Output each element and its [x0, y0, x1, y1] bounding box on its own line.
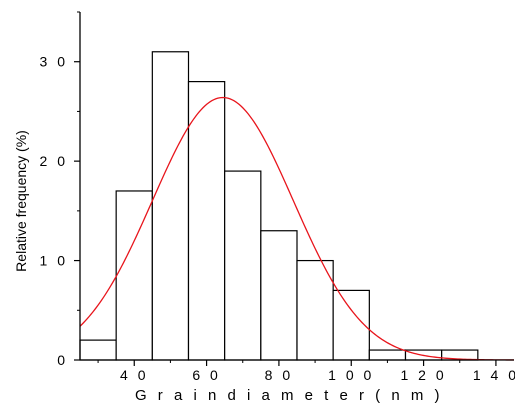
histogram-bar: [296, 259, 334, 361]
y-tick-label: 3 0: [40, 54, 68, 70]
x-tick-label: 4 0: [120, 367, 148, 383]
histogram-bar: [187, 80, 226, 361]
histogram-bar: [368, 349, 407, 361]
x-tick-label: 6 0: [192, 367, 220, 383]
gaussian-fit-curve: [79, 96, 515, 361]
x-tick-label: 1 0 0: [328, 367, 374, 383]
y-tick-label: 1 0: [40, 253, 68, 269]
fit-curve-layer: [79, 96, 515, 361]
histogram-bar: [332, 289, 370, 361]
labels-layer: 0 1 0 2 0 3 0 4 0 6 0 8 0 1 0 0 1 2 0 1 4 0 G r a …: [13, 54, 515, 404]
y-tick-label: 2 0: [40, 153, 68, 169]
histogram-bar: [151, 51, 190, 361]
histogram-bar: [260, 230, 298, 361]
y-axis-label: Relative frequency (%): [13, 130, 29, 272]
x-tick-label: 1 4 0: [473, 367, 515, 383]
histogram-bar: [79, 339, 117, 361]
y-tick-label: 0: [57, 352, 68, 368]
x-axis-label: G r a i n d i a m e t e r ( n m ): [135, 387, 443, 404]
x-tick-label: 1 2 0: [401, 367, 447, 383]
axes-layer: [74, 11, 514, 366]
histogram-bar: [224, 170, 262, 361]
bars-layer: [79, 51, 479, 361]
x-tick-label: 8 0: [265, 367, 293, 383]
histogram-bar: [115, 190, 153, 361]
